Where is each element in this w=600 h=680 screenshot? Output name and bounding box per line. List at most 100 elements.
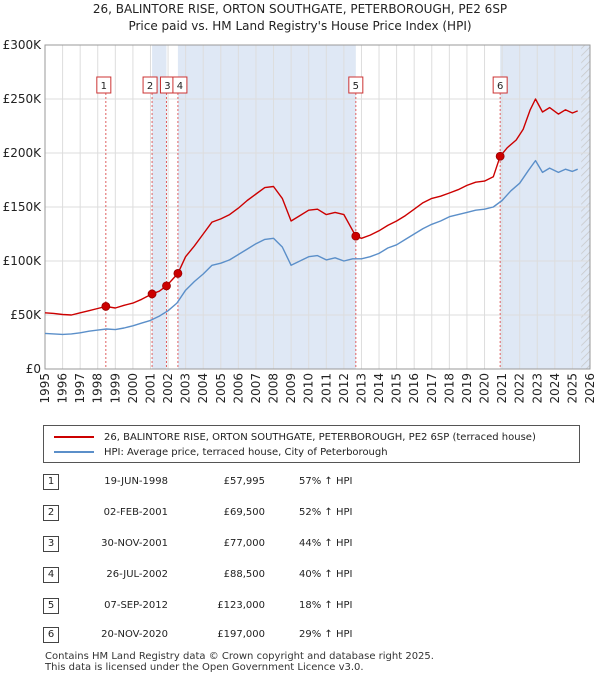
sale-number-label: 4 — [177, 81, 183, 92]
x-tick-label: 2021 — [495, 373, 509, 404]
table-row: 3 30-NOV-2001 £77,000 44% ↑ HPI — [43, 536, 583, 552]
sale-point — [101, 301, 111, 311]
x-tick-label: 2019 — [460, 373, 474, 404]
sale-number-box — [348, 76, 364, 94]
sale-number-label: 6 — [497, 81, 503, 92]
footer-licence: This data is licensed under the Open Gov… — [45, 662, 364, 673]
sale-point — [495, 151, 505, 161]
sale-number-badge: 1 — [43, 474, 59, 490]
y-tick-label: £50K — [10, 308, 42, 322]
sale-date: 26-JUL-2002 — [106, 569, 168, 580]
table-row: 2 02-FEB-2001 £69,500 52% ↑ HPI — [43, 505, 583, 521]
sale-number-label: 5 — [353, 81, 359, 92]
sale-number-label: 2 — [147, 81, 153, 92]
sale-point — [162, 281, 171, 291]
x-tick-label: 2005 — [214, 373, 228, 404]
x-tick-label: 2016 — [407, 373, 421, 404]
table-row: 4 26-JUL-2002 £88,500 40% ↑ HPI — [43, 567, 583, 583]
sale-number-badge: 4 — [43, 567, 59, 583]
sale-price: £123,000 — [217, 600, 265, 611]
x-tick-label: 2013 — [354, 373, 368, 404]
x-tick-label: 2014 — [372, 373, 386, 404]
y-tick-label: £100K — [3, 254, 43, 268]
table-row: 5 07-SEP-2012 £123,000 18% ↑ HPI — [43, 598, 583, 614]
sale-number-label: 1 — [101, 81, 107, 92]
sale-date: 19-JUN-1998 — [104, 476, 168, 487]
x-tick-label: 2018 — [442, 373, 456, 404]
sale-price: £88,500 — [223, 569, 265, 580]
sale-hpi-change: 18% ↑ HPI — [299, 600, 353, 611]
footer-copyright: Contains HM Land Registry data © Crown c… — [45, 651, 434, 662]
x-tick-label: 2024 — [548, 373, 562, 404]
sale-price: £197,000 — [217, 629, 265, 640]
x-tick-label: 2022 — [513, 373, 527, 404]
x-tick-label: 2011 — [319, 373, 333, 404]
x-tick-label: 1997 — [73, 373, 87, 404]
sale-price: £57,995 — [223, 476, 265, 487]
sale-number-badge: 5 — [43, 598, 59, 614]
y-tick-label: £250K — [3, 92, 43, 106]
x-tick-label: 2023 — [530, 373, 544, 404]
y-tick-label: £200K — [3, 146, 43, 160]
sale-number-badge: 3 — [43, 536, 59, 552]
x-tick-label: 2006 — [231, 373, 245, 404]
x-tick-label: 2009 — [284, 373, 298, 404]
sale-point — [173, 269, 183, 278]
sale-date: 07-SEP-2012 — [104, 600, 168, 611]
table-row: 6 20-NOV-2020 £197,000 29% ↑ HPI — [43, 627, 583, 643]
chart-title-line2: Price paid vs. HM Land Registry's House … — [128, 19, 472, 33]
sale-date: 20-NOV-2020 — [101, 629, 168, 640]
sale-number-box — [142, 76, 158, 94]
x-tick-label: 2008 — [267, 373, 281, 404]
legend-item-hpi: HPI: Average price, terraced house, City… — [54, 445, 388, 459]
legend-line-hpi — [54, 451, 94, 453]
x-tick-label: 2010 — [302, 373, 316, 404]
x-tick-label: 1998 — [91, 373, 105, 404]
y-tick-label: £0 — [26, 362, 41, 376]
sale-number-box — [96, 76, 112, 94]
sale-hpi-change: 29% ↑ HPI — [299, 629, 353, 640]
sale-number-box — [172, 76, 188, 94]
y-tick-label: £150K — [3, 200, 43, 214]
x-tick-label: 2004 — [196, 373, 210, 404]
x-tick-label: 2020 — [478, 373, 492, 404]
x-tick-label: 1999 — [108, 373, 122, 404]
sale-price: £69,500 — [223, 507, 265, 518]
y-tick-label: £300K — [3, 38, 43, 52]
legend-label-hpi: HPI: Average price, terraced house, City… — [104, 446, 388, 458]
plot-frame — [44, 44, 591, 370]
chart-legend: 26, BALINTORE RISE, ORTON SOUTHGATE, PET… — [43, 425, 580, 463]
hpi-line — [44, 159, 578, 336]
sale-number-box — [492, 76, 508, 94]
x-tick-label: 2000 — [126, 373, 140, 404]
sale-date: 02-FEB-2001 — [103, 507, 168, 518]
sale-number-badge: 6 — [43, 627, 59, 643]
x-tick-label: 2017 — [425, 373, 439, 404]
x-tick-label: 2012 — [337, 373, 351, 404]
attribution-footer: Contains HM Land Registry data © Crown c… — [45, 651, 434, 673]
x-tick-label: 2015 — [390, 373, 404, 404]
sale-hpi-change: 52% ↑ HPI — [299, 507, 353, 518]
x-tick-label: 1995 — [38, 373, 52, 404]
sale-hpi-change: 57% ↑ HPI — [299, 476, 353, 487]
sale-hpi-change: 44% ↑ HPI — [299, 538, 353, 549]
sale-date: 30-NOV-2001 — [101, 538, 168, 549]
x-tick-label: 2001 — [143, 373, 157, 404]
sale-point — [351, 231, 361, 241]
x-tick-label: 2002 — [161, 373, 175, 404]
sale-number-badge: 2 — [43, 505, 59, 521]
x-tick-label: 2026 — [583, 373, 597, 404]
x-tick-label: 2003 — [179, 373, 193, 404]
legend-item-property: 26, BALINTORE RISE, ORTON SOUTHGATE, PET… — [54, 430, 536, 444]
legend-label-property: 26, BALINTORE RISE, ORTON SOUTHGATE, PET… — [104, 431, 536, 443]
sale-hpi-change: 40% ↑ HPI — [299, 569, 353, 580]
x-tick-label: 2025 — [565, 373, 579, 404]
x-tick-label: 1996 — [56, 373, 70, 404]
sale-number-label: 3 — [164, 81, 170, 92]
sale-point — [147, 289, 157, 299]
table-row: 1 19-JUN-1998 £57,995 57% ↑ HPI — [43, 474, 583, 490]
x-tick-label: 2007 — [249, 373, 263, 404]
legend-line-property — [54, 436, 94, 438]
sale-price: £77,000 — [223, 538, 265, 549]
